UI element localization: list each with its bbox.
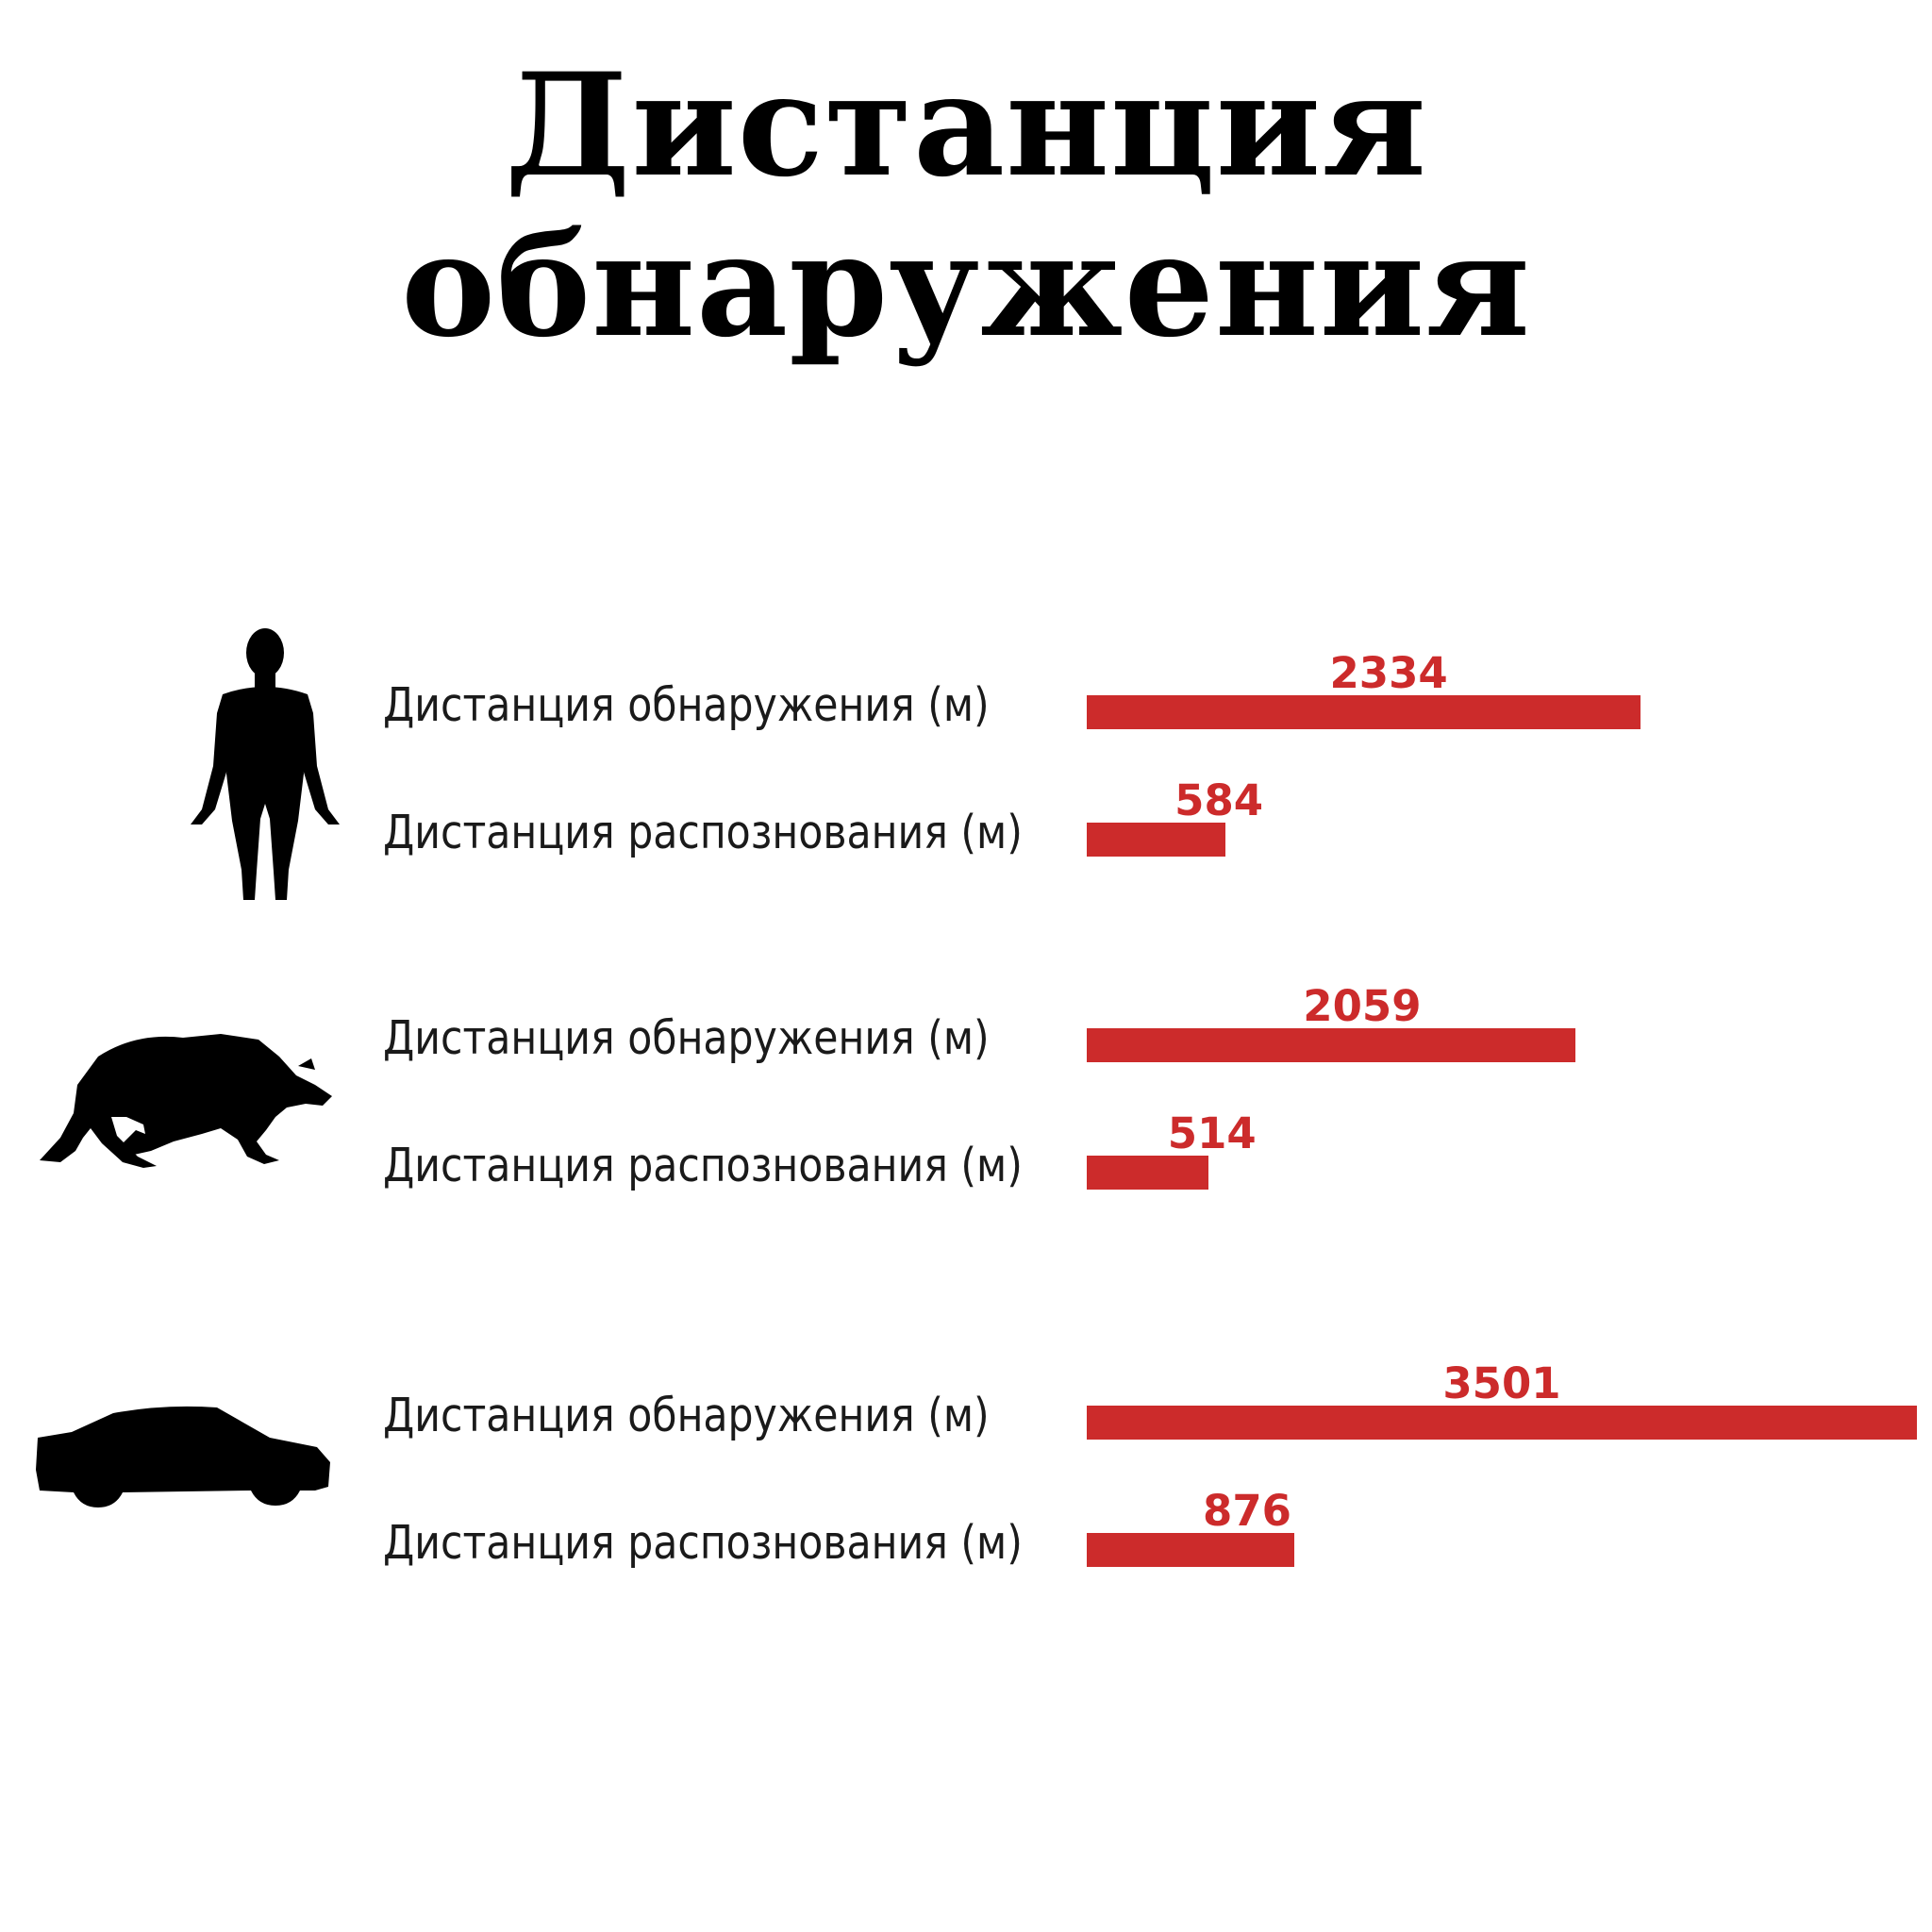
bar-value-label: 2334: [1329, 648, 1448, 698]
bar-value-label: 584: [1174, 775, 1264, 825]
bar: [1087, 823, 1225, 857]
recognition-label: Дистанция распознования (м): [383, 806, 1023, 859]
detection-label: Дистанция обнаружения (м): [383, 678, 990, 732]
bar: [1087, 1406, 1917, 1440]
recognition-label: Дистанция распознования (м): [383, 1139, 1023, 1192]
bar: [1087, 1028, 1575, 1062]
bar: [1087, 1156, 1208, 1190]
title-line-2: обнаружения: [401, 203, 1531, 369]
bar-value-label: 2059: [1303, 981, 1422, 1031]
bar-value-label: 514: [1167, 1108, 1257, 1158]
car-silhouette-icon: [32, 1404, 334, 1509]
bar-value-label: 876: [1203, 1486, 1291, 1536]
bar: [1087, 695, 1641, 729]
human-silhouette-icon: [185, 625, 345, 906]
detection-label: Дистанция обнаружения (м): [383, 1011, 990, 1065]
detection-label: Дистанция обнаружения (м): [383, 1389, 990, 1442]
bar: [1087, 1533, 1294, 1567]
bar-value-label: 3501: [1442, 1358, 1561, 1408]
title-line-1: Дистанция: [505, 42, 1427, 208]
recognition-label: Дистанция распознования (м): [383, 1516, 1023, 1570]
boar-silhouette-icon: [32, 1019, 340, 1170]
